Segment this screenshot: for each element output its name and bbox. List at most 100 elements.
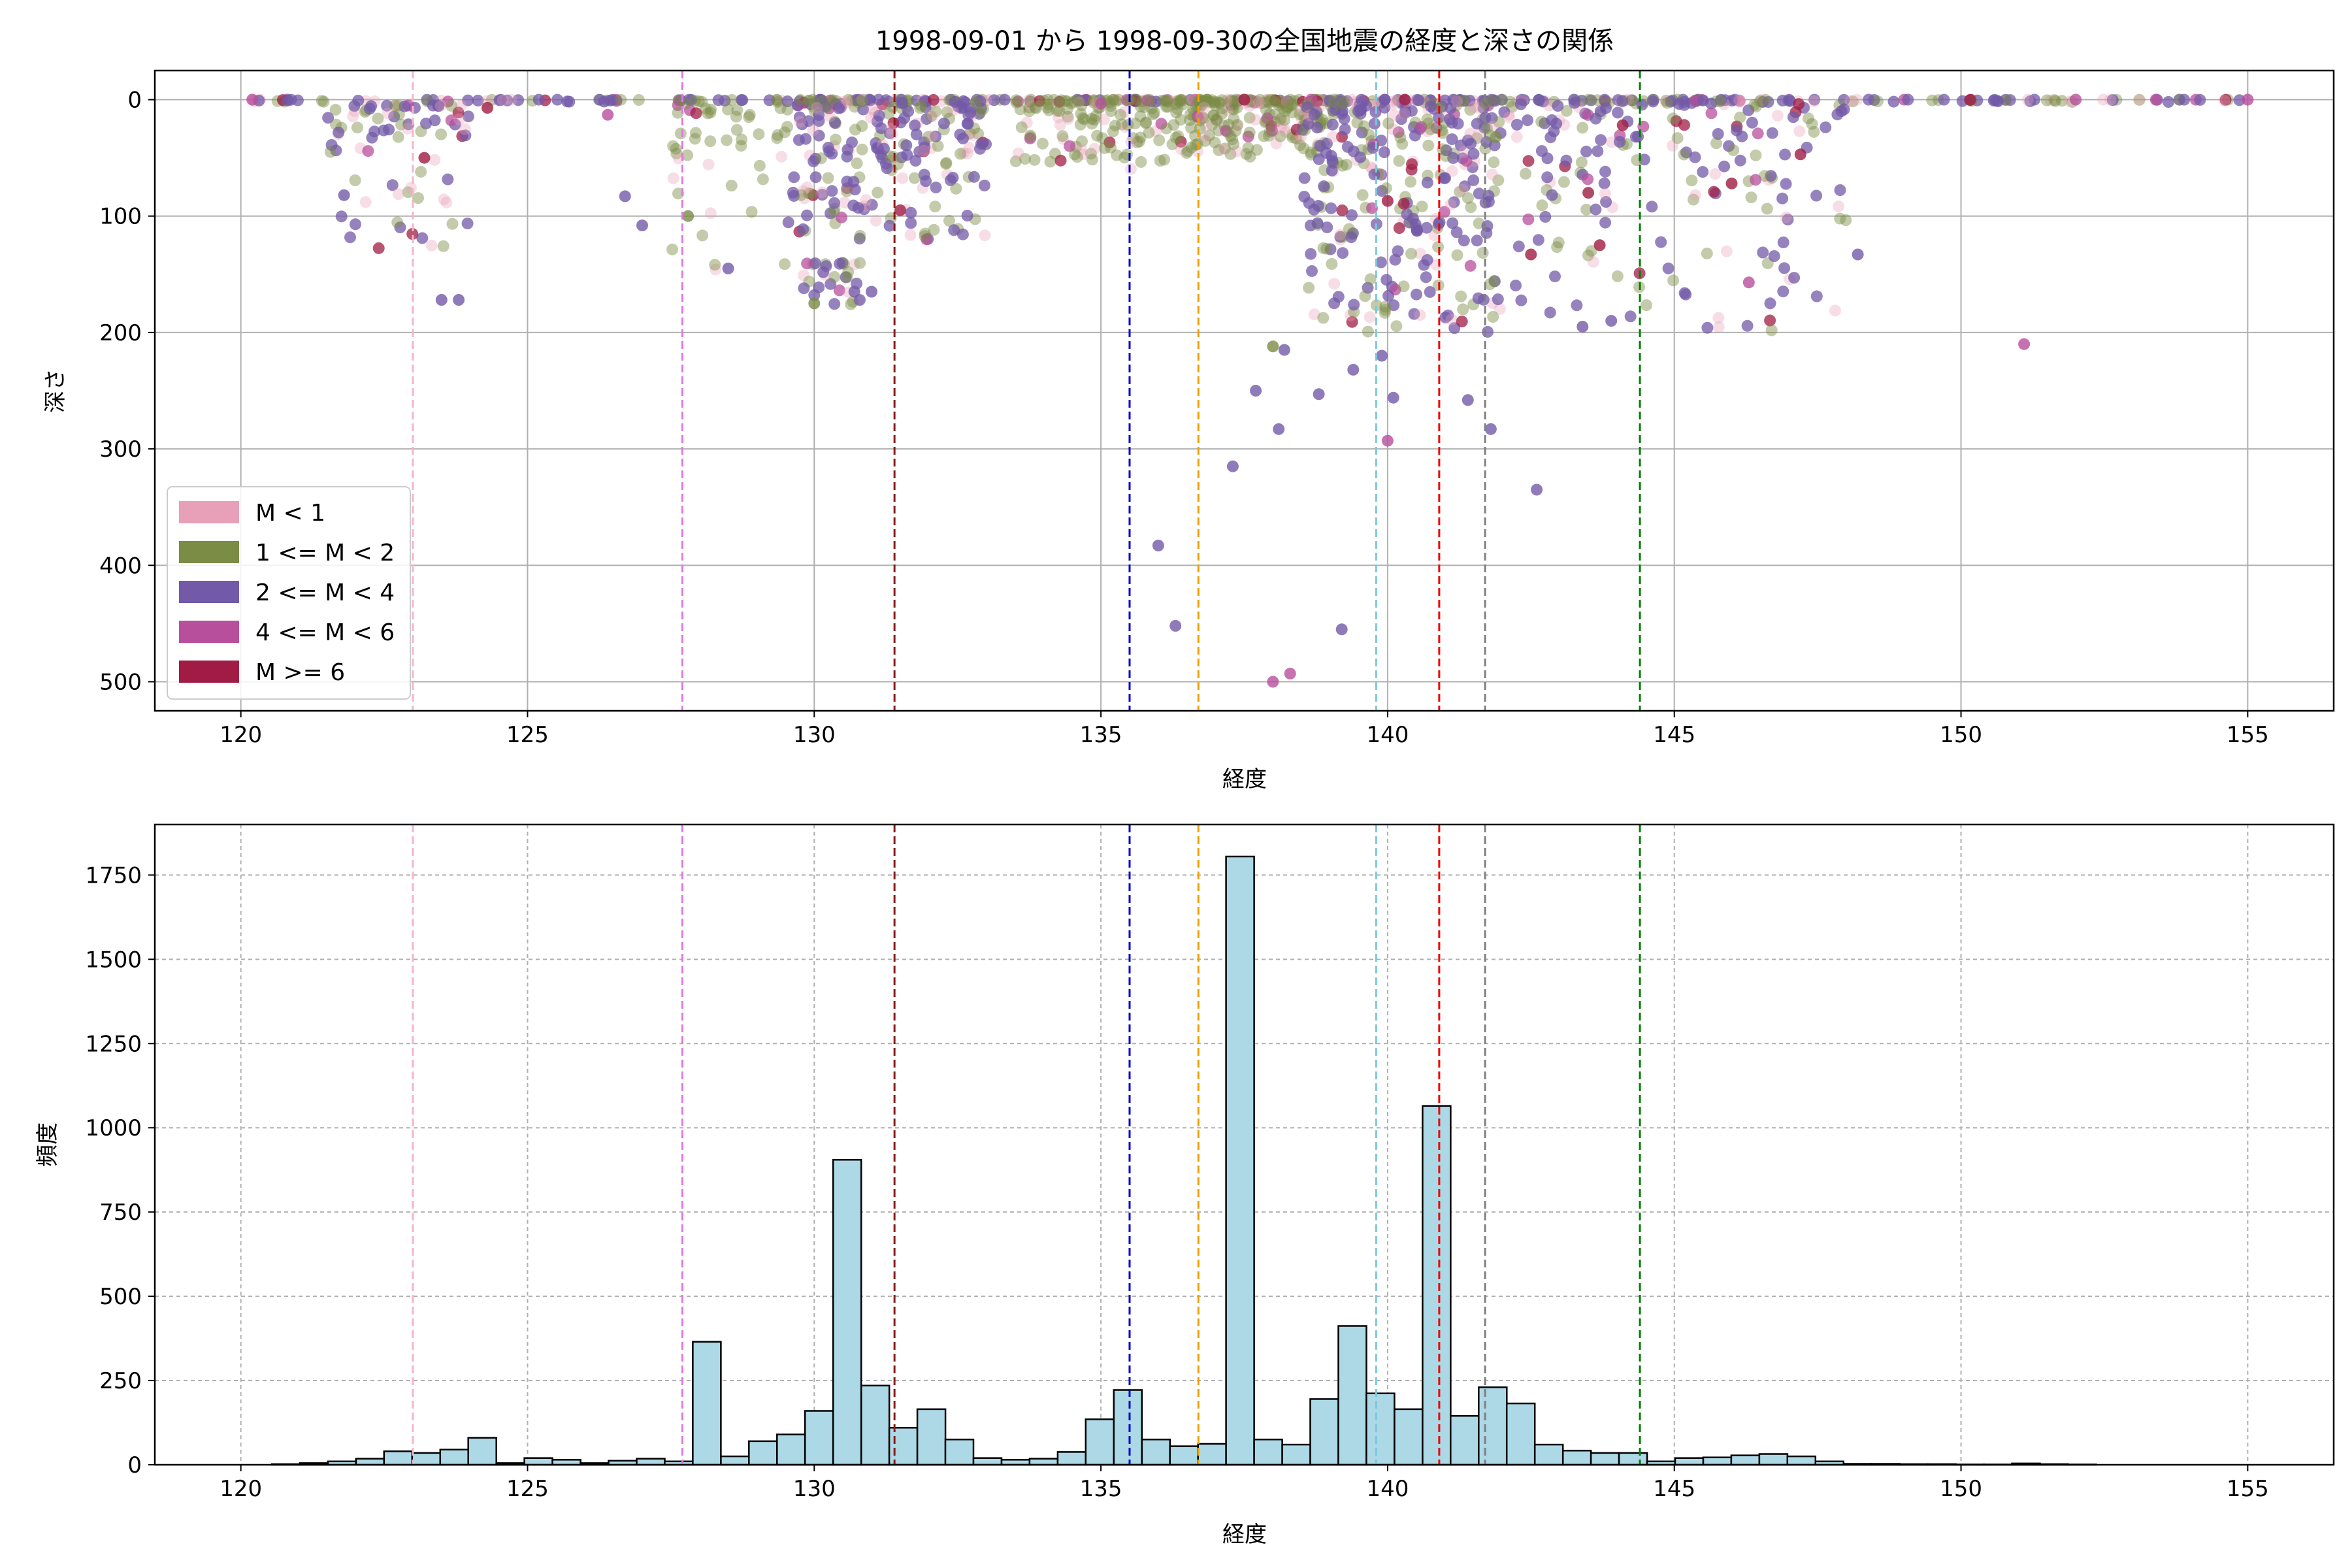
- scatter-point: [1147, 108, 1159, 121]
- scatter-point: [1393, 155, 1405, 167]
- scatter-point: [1575, 156, 1588, 169]
- scatter-point: [1487, 311, 1499, 323]
- scatter-point: [1313, 153, 1325, 165]
- scatter-point: [1226, 460, 1239, 472]
- scatter-legend: M < 1 1 <= M < 2 2 <= M < 4 4 <= M < 6 M >= …: [167, 486, 411, 700]
- scatter-point: [402, 122, 414, 135]
- scatter-point: [1926, 94, 1938, 106]
- histogram-panel: 120 125 130 135 140 145 150 155 0 250 500 750 1000 1…: [35, 823, 2335, 1548]
- scatter-point: [442, 173, 454, 186]
- scatter-point: [2024, 95, 2036, 107]
- scatter-point: [1249, 114, 1262, 126]
- scatter-point: [1075, 108, 1087, 120]
- scatter-point: [930, 130, 942, 142]
- scatter-point: [841, 271, 853, 284]
- scatter-point: [919, 101, 932, 114]
- scatter-point: [1576, 122, 1589, 134]
- scatter-point: [1806, 118, 1818, 130]
- scatter-point: [917, 144, 930, 157]
- scatter-point: [1734, 154, 1746, 167]
- scatter-point: [1750, 149, 1762, 161]
- histogram-bar: [888, 1427, 919, 1466]
- scatter-point: [872, 186, 884, 199]
- scatter-point: [1085, 112, 1098, 125]
- scatter-point: [1472, 292, 1484, 304]
- scatter-point: [1776, 94, 1789, 106]
- scatter-point: [1382, 117, 1395, 129]
- scatter-point: [1096, 132, 1109, 144]
- scatter-point: [1077, 148, 1089, 161]
- scatter-point: [1335, 98, 1348, 110]
- scatter-panel: 120 125 130 135 140 145 150 155 0 100 200 300 400 50…: [42, 69, 2335, 792]
- scatter-x-ticks: 120 125 130 135 140 145 150 155: [220, 711, 2269, 748]
- scatter-point: [1808, 125, 1820, 138]
- scatter-point: [1325, 202, 1337, 214]
- scatter-point: [1056, 130, 1069, 142]
- scatter-point: [1170, 106, 1183, 119]
- histogram-bar: [776, 1433, 806, 1466]
- scatter-point: [455, 99, 467, 112]
- scatter-point: [1024, 95, 1036, 107]
- scatter-point: [1808, 95, 1820, 107]
- histogram-x-tick-label: 155: [2227, 1476, 2269, 1502]
- histogram-bar: [523, 1457, 553, 1466]
- histogram-y-tick-label: 1250: [85, 1031, 142, 1057]
- legend-label: M < 1: [255, 500, 325, 527]
- scatter-point: [1592, 145, 1604, 157]
- scatter-point: [1062, 113, 1075, 125]
- scatter-point: [1359, 290, 1371, 302]
- scatter-point: [1665, 95, 1677, 108]
- scatter-point: [1624, 310, 1637, 323]
- scatter-point: [1041, 101, 1054, 114]
- scatter-point: [632, 94, 645, 106]
- scatter-point: [1226, 133, 1239, 146]
- scatter-point: [908, 172, 921, 184]
- scatter-point: [1592, 94, 1603, 106]
- scatter-point: [416, 232, 429, 244]
- scatter-point: [828, 298, 841, 310]
- scatter-point: [1576, 321, 1589, 333]
- scatter-point: [957, 147, 970, 159]
- scatter-point: [1376, 185, 1388, 197]
- scatter-point: [1275, 112, 1287, 125]
- scatter-point: [1346, 93, 1358, 106]
- scatter-point: [1616, 95, 1628, 107]
- scatter-point: [1172, 130, 1184, 142]
- scatter-point: [459, 129, 472, 142]
- scatter-point: [1303, 197, 1315, 209]
- scatter-point: [1010, 94, 1022, 106]
- scatter-point: [1488, 94, 1500, 106]
- scatter-point: [709, 259, 721, 271]
- scatter-point: [887, 117, 900, 129]
- scatter-point: [1768, 250, 1780, 262]
- scatter-point: [1667, 274, 1680, 287]
- scatter-point: [721, 134, 733, 146]
- scatter-point: [1543, 99, 1556, 112]
- scatter-point: [1336, 98, 1348, 110]
- scatter-point: [602, 108, 614, 121]
- scatter-point: [736, 133, 748, 146]
- scatter-point: [2132, 93, 2145, 106]
- histogram-bar: [1450, 1414, 1480, 1466]
- histogram-bar: [1309, 1398, 1339, 1466]
- scatter-point: [1473, 102, 1485, 114]
- scatter-point: [1176, 93, 1188, 106]
- scatter-point: [1140, 116, 1152, 129]
- scatter-point: [1311, 217, 1324, 229]
- scatter-point: [1625, 94, 1638, 106]
- scatter-point: [1515, 294, 1527, 306]
- scatter-point: [848, 286, 860, 298]
- scatter-point: [779, 126, 791, 139]
- scatter-point: [1185, 141, 1198, 154]
- scatter-point: [1134, 110, 1147, 123]
- scatter-point: [1531, 483, 1543, 496]
- scatter-point: [636, 220, 648, 231]
- scatter-point: [1286, 98, 1298, 110]
- scatter-point: [1680, 146, 1692, 159]
- scatter-point: [1336, 159, 1348, 172]
- scatter-point: [929, 201, 941, 213]
- scatter-point: [1109, 95, 1122, 107]
- scatter-point: [1282, 101, 1294, 113]
- scatter-point: [1024, 93, 1037, 106]
- scatter-point: [1269, 94, 1282, 106]
